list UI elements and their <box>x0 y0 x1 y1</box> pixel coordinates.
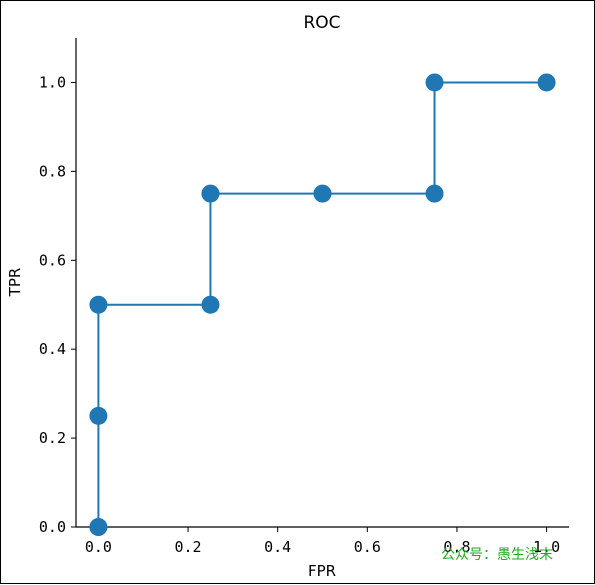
y-tick-label: 0.4 <box>39 340 66 358</box>
y-axis-label: TPR <box>6 268 24 298</box>
y-tick-label: 1.0 <box>39 73 66 91</box>
roc-point <box>89 518 108 536</box>
y-tick-label: 0.8 <box>39 162 66 180</box>
x-tick-label: 0.8 <box>443 538 470 556</box>
roc-point <box>201 184 220 203</box>
x-tick-label: 0.4 <box>264 538 291 556</box>
series-layer <box>89 73 556 536</box>
x-tick-label: 1.0 <box>533 538 560 556</box>
x-tick-label: 0.6 <box>354 538 381 556</box>
y-ticks: 0.0 0.2 0.4 0.6 0.8 1.0 <box>39 73 76 536</box>
x-ticks: 0.0 0.2 0.4 0.6 0.8 1.0 <box>85 527 560 556</box>
y-tick-label: 0.2 <box>39 429 66 447</box>
roc-point <box>89 406 108 425</box>
y-tick-label: 0.6 <box>39 251 66 269</box>
roc-point <box>313 184 332 203</box>
roc-point <box>89 295 108 314</box>
y-tick-label: 0.0 <box>39 518 66 536</box>
roc-point <box>425 184 444 203</box>
roc-point <box>201 295 220 314</box>
chart-title: ROC <box>303 13 340 33</box>
x-tick-label: 0.2 <box>174 538 201 556</box>
watermark-text: 公众号：愚生浅末 <box>441 547 553 563</box>
x-axis-label: FPR <box>308 562 336 580</box>
x-tick-label: 0.0 <box>85 538 112 556</box>
roc-point <box>425 73 444 92</box>
roc-point <box>537 73 556 92</box>
roc-curve-line <box>97 81 547 527</box>
